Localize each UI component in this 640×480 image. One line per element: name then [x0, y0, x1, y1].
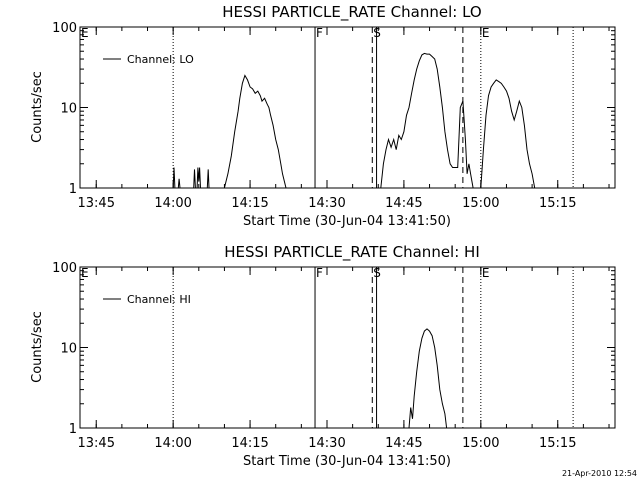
event-marker-label: S	[373, 266, 381, 280]
x-tick-label: 15:00	[462, 196, 499, 211]
x-tick-label: 14:30	[308, 196, 345, 211]
series-line	[380, 52, 474, 189]
y-tick-label: 100	[52, 21, 77, 36]
x-tick-label: 14:15	[231, 196, 268, 211]
y-axis-label: Counts/sec	[30, 71, 45, 143]
axis-ticks: 13:45 14:00 14:15 14:30 14:45 15:00 15:15 1 10 10…	[52, 21, 615, 211]
lo-channel-chart: HESSI PARTICLE_RATE Channel: LO Counts/s…	[30, 3, 616, 229]
series-line	[172, 167, 176, 189]
y-tick-label: 10	[60, 342, 77, 357]
x-tick-label: 14:45	[385, 196, 422, 211]
x-axis-label: Start Time (30-Jun-04 13:41:50)	[243, 454, 451, 469]
event-marker-label: E	[81, 26, 89, 40]
x-tick-label: 13:45	[78, 436, 115, 451]
y-axis-label: Counts/sec	[30, 311, 45, 383]
data-series	[172, 52, 536, 189]
plot-frame	[79, 266, 616, 429]
y-tick-label: 1	[69, 422, 77, 437]
series-line	[193, 167, 201, 189]
x-tick-label: 15:15	[539, 436, 576, 451]
event-marker-label: S	[373, 26, 381, 40]
series-line	[177, 178, 181, 189]
hi-channel-chart: HESSI PARTICLE_RATE Channel: HI Counts/s…	[30, 243, 616, 469]
chart-title: HESSI PARTICLE_RATE Channel: HI	[224, 243, 480, 262]
x-tick-label: 14:15	[231, 436, 268, 451]
event-marker-label: E	[81, 266, 89, 280]
series-line	[408, 328, 448, 429]
x-tick-label: 14:45	[385, 436, 422, 451]
x-tick-label: 14:00	[154, 196, 191, 211]
series-line	[206, 169, 210, 189]
y-tick-label: 10	[60, 102, 77, 117]
generation-timestamp: 21-Apr-2010 12:54	[562, 469, 637, 478]
legend-label: Channel: HI	[127, 293, 191, 306]
x-tick-label: 15:00	[462, 436, 499, 451]
series-line	[223, 74, 287, 189]
event-marker-label: E	[482, 266, 490, 280]
x-tick-label: 14:00	[154, 436, 191, 451]
y-tick-label: 1	[69, 182, 77, 197]
plot-frame	[79, 26, 616, 189]
x-tick-label: 13:45	[78, 196, 115, 211]
event-marker-label: F	[316, 266, 323, 280]
data-series	[408, 328, 448, 429]
event-marker-label: E	[482, 26, 490, 40]
legend-label: Channel: LO	[127, 53, 194, 66]
x-tick-label: 14:30	[308, 436, 345, 451]
series-line	[480, 79, 536, 189]
x-tick-label: 15:15	[539, 196, 576, 211]
axis-ticks: 13:45 14:00 14:15 14:30 14:45 15:00 15:15 1 10 10…	[52, 261, 615, 451]
x-axis-label: Start Time (30-Jun-04 13:41:50)	[243, 214, 451, 229]
y-tick-label: 100	[52, 261, 77, 276]
event-marker-label: F	[316, 26, 323, 40]
chart-title: HESSI PARTICLE_RATE Channel: LO	[222, 3, 481, 22]
